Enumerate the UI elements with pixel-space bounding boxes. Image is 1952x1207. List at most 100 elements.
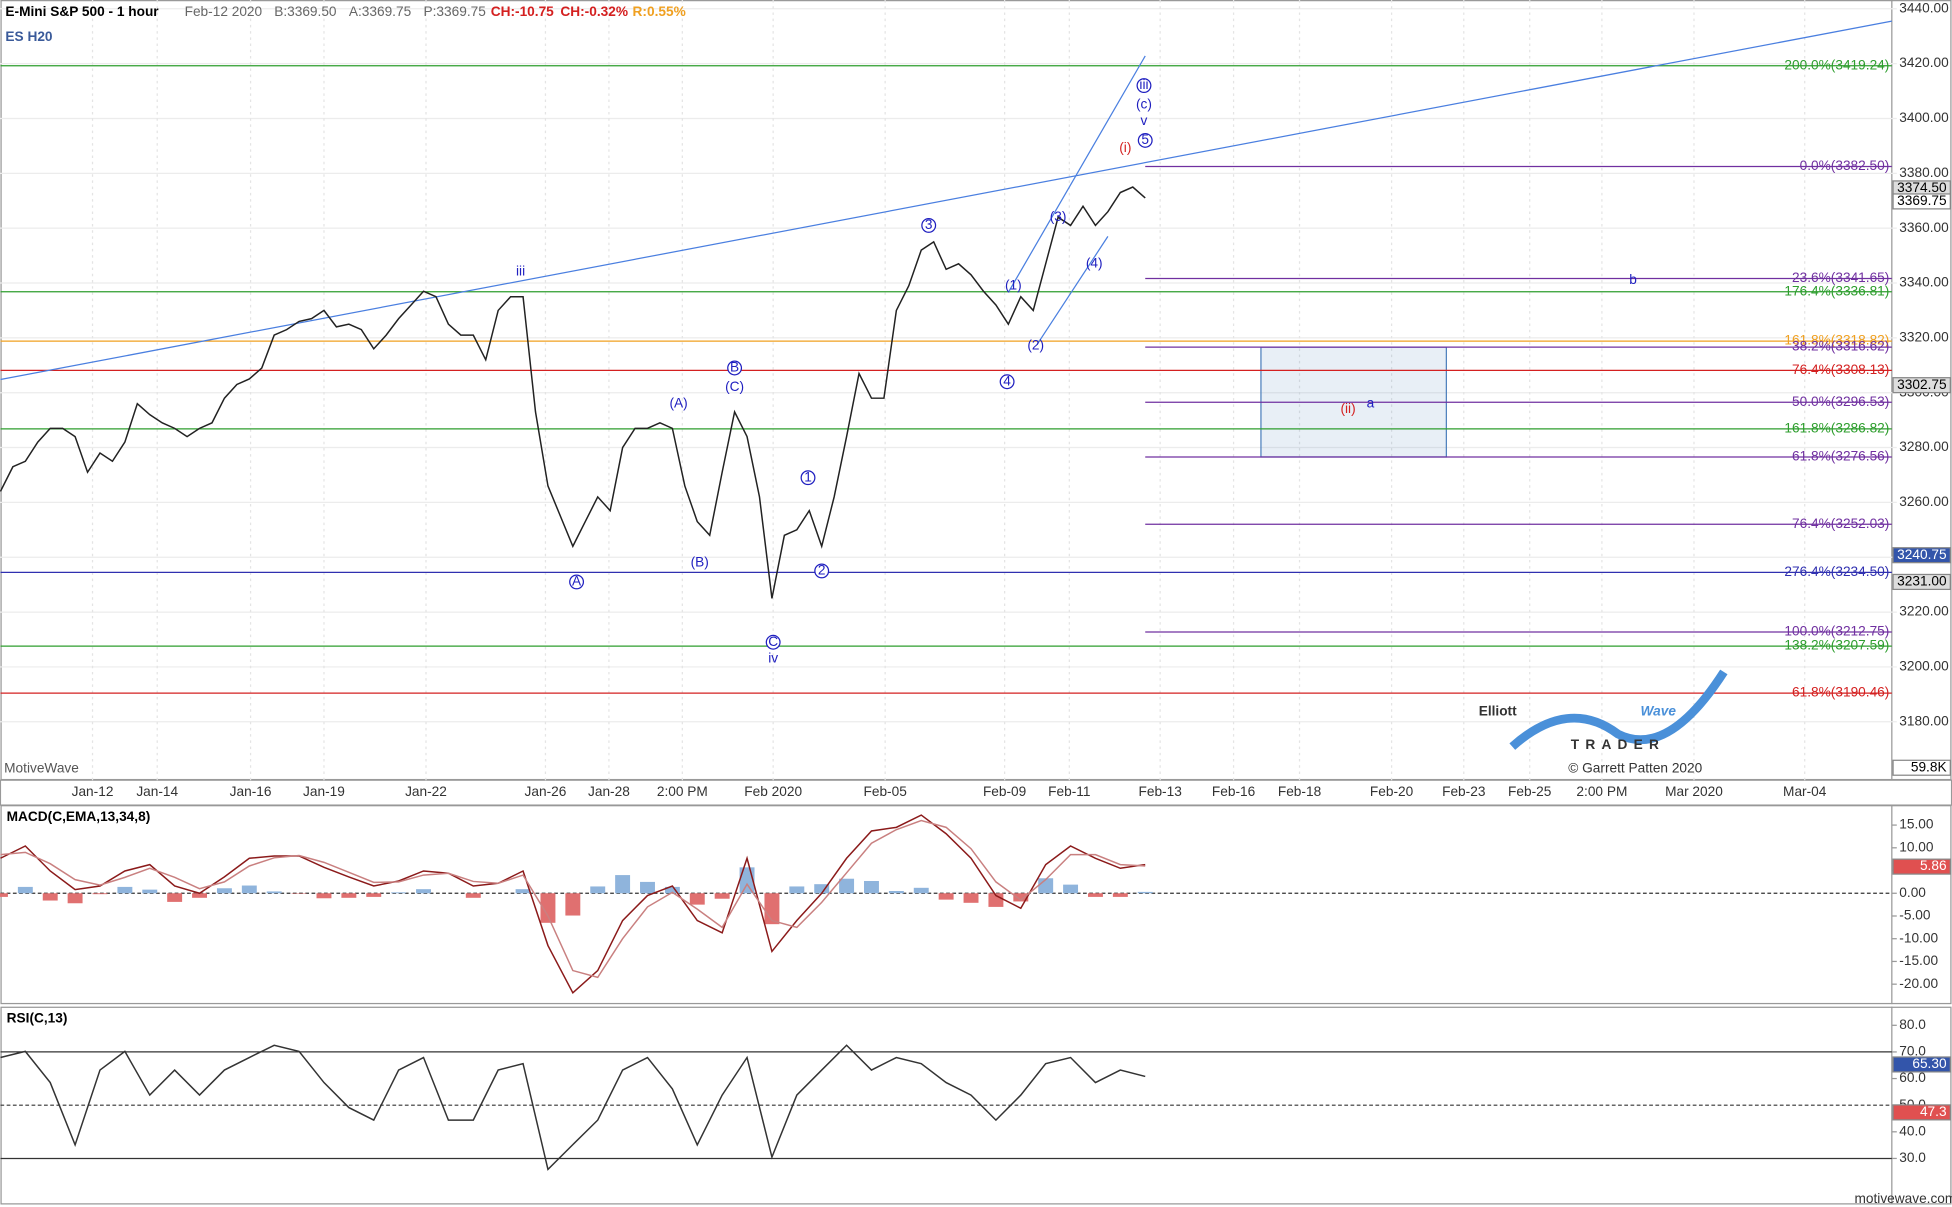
wave-circle xyxy=(727,360,743,376)
price-marker-label: 5.86 xyxy=(1920,858,1947,873)
wave-label: (1) xyxy=(1005,277,1022,292)
fib-label: 38.2%(3316.62) xyxy=(1792,339,1889,354)
histogram-bar xyxy=(241,885,257,894)
x-tick-label: Feb-16 xyxy=(1212,784,1255,799)
x-tick-label: Mar 2020 xyxy=(1665,784,1723,799)
x-tick-label: Feb-23 xyxy=(1442,784,1485,799)
y-tick-label: 60.0 xyxy=(1899,1070,1926,1085)
y-tick-label: 30.0 xyxy=(1899,1150,1926,1165)
wave-label: (3) xyxy=(1050,209,1067,224)
histogram-bar xyxy=(391,892,407,894)
x-tick-label: Feb-18 xyxy=(1278,784,1322,799)
histogram-bar xyxy=(1137,891,1153,894)
price-marker xyxy=(1892,1056,1951,1073)
trendline xyxy=(1007,55,1146,293)
source: MotiveWave xyxy=(4,761,79,776)
y-tick-label: 40.0 xyxy=(1899,1123,1926,1138)
histogram-bar xyxy=(0,893,8,897)
header: E-Mini S&P 500 - 1 hour Feb-12 2020 B:33… xyxy=(5,4,685,44)
date: Feb-12 2020 xyxy=(185,4,263,19)
wave-label: A xyxy=(572,574,582,589)
copyright: © Garrett Patten 2020 xyxy=(1568,761,1702,776)
histogram-bar xyxy=(17,886,33,894)
x-tick-label: Feb-05 xyxy=(863,784,907,799)
histogram-bar xyxy=(1112,893,1128,897)
y-tick-label: 3180.00 xyxy=(1899,713,1949,728)
logo-text: Wave xyxy=(1640,703,1676,718)
y-tick-label: 70.0 xyxy=(1899,1044,1926,1059)
wave-label: (2) xyxy=(1027,338,1044,353)
y-tick-label: 3340.00 xyxy=(1899,275,1949,290)
wave-label: (c) xyxy=(1136,96,1152,111)
instrument: E-Mini S&P 500 - 1 hour xyxy=(5,4,159,19)
wave-circle xyxy=(800,470,816,486)
series-line xyxy=(0,186,1146,599)
wave-label: (4) xyxy=(1086,255,1103,270)
x-tick-label: Jan-14 xyxy=(136,784,178,799)
x-tick-label: Mar-04 xyxy=(1783,784,1827,799)
histogram-bar xyxy=(515,889,531,894)
wave-label: 5 xyxy=(1141,132,1149,147)
histogram-bar xyxy=(266,891,282,894)
fib-label: 61.8%(3276.56) xyxy=(1792,449,1889,464)
histogram-bar xyxy=(615,875,631,894)
fib-label: 100.0%(3212.75) xyxy=(1784,624,1889,639)
y-tick-label: 3260.00 xyxy=(1899,494,1949,509)
price-marker xyxy=(1892,377,1951,394)
wave-circle xyxy=(1137,132,1153,148)
y-tick-label: 3360.00 xyxy=(1899,220,1949,235)
histogram-bar xyxy=(465,893,481,898)
logo-text: TRADER xyxy=(1571,737,1665,752)
y-tick-label: 0.00 xyxy=(1899,885,1926,900)
wave-circle xyxy=(765,634,781,650)
ask: A:3369.75 xyxy=(349,4,412,19)
fib-label: 200.0%(3419.24) xyxy=(1784,57,1889,72)
x-tick-label: Jan-28 xyxy=(588,784,630,799)
wave-label: 3 xyxy=(925,217,933,232)
range: R:0.55% xyxy=(633,4,686,19)
x-tick-label: Jan-16 xyxy=(230,784,272,799)
x-tick-label: Feb 2020 xyxy=(744,784,802,799)
wave-label: (i) xyxy=(1119,140,1131,155)
time-axis-strip xyxy=(0,779,1952,806)
last-price: P:3369.75 xyxy=(424,4,487,19)
x-tick-label: Feb-11 xyxy=(1048,784,1090,799)
volume-label: 59.8K xyxy=(1911,759,1947,774)
histogram-bar xyxy=(938,893,954,900)
y-tick-label: 3320.00 xyxy=(1899,329,1949,344)
histogram-bar xyxy=(117,886,133,894)
price-marker xyxy=(1892,193,1951,210)
x-tick-label: Jan-26 xyxy=(525,784,567,799)
x-tick-label: Feb-25 xyxy=(1508,784,1552,799)
histogram-bar xyxy=(316,893,332,899)
y-tick-label: 3400.00 xyxy=(1899,110,1949,125)
histogram-bar xyxy=(864,880,879,894)
y-tick-label: 15.00 xyxy=(1899,817,1934,832)
change-pct: CH:-0.32% xyxy=(560,4,628,19)
y-tick-label: 3380.00 xyxy=(1899,165,1949,180)
fib-label: 276.4%(3234.50) xyxy=(1784,564,1889,579)
bid: B:3369.50 xyxy=(274,4,337,19)
y-tick-label: 10.00 xyxy=(1899,839,1934,854)
site: motivewave.com xyxy=(1854,1191,1952,1206)
price-marker xyxy=(1892,573,1951,591)
histogram-bar xyxy=(167,893,183,902)
price-marker-label: 47.3 xyxy=(1920,1104,1947,1119)
y-tick-label: 80.0 xyxy=(1899,1017,1926,1032)
y-tick-label: -10.00 xyxy=(1899,930,1938,945)
wave-label: a xyxy=(1367,395,1375,410)
histogram-bar xyxy=(764,893,780,925)
trendline xyxy=(0,20,1892,381)
wave-circle xyxy=(921,217,937,233)
wave-label: (ii) xyxy=(1340,401,1355,416)
fib-label: 176.4%(3336.81) xyxy=(1784,283,1889,298)
y-tick-label: -5.00 xyxy=(1899,908,1931,923)
wave-circle xyxy=(569,574,585,590)
histogram-bar xyxy=(565,893,581,916)
fib-label: 0.0%(3382.50) xyxy=(1800,158,1890,173)
pane-title: RSI(C,13) xyxy=(7,1011,68,1026)
histogram-bar xyxy=(888,890,904,894)
wave-label: (A) xyxy=(669,395,687,410)
